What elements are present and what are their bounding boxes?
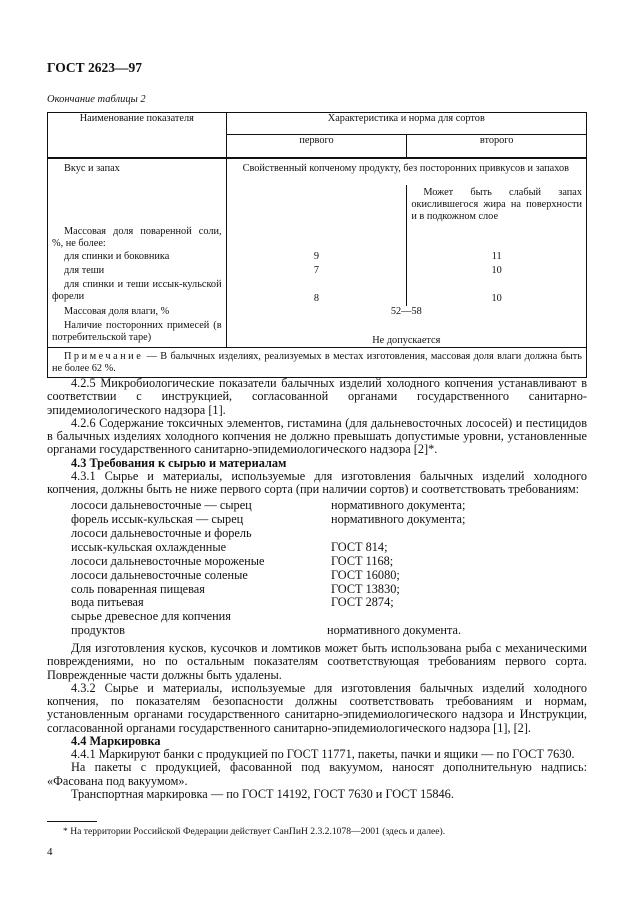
table-row: для спинки и боковника 9 11 <box>47 250 587 265</box>
paragraph-transport: Транспортная маркировка — по ГОСТ 14192,… <box>71 786 454 801</box>
page-number: 4 <box>47 846 53 858</box>
cell-first: 8 <box>226 278 408 306</box>
table-row: для спинки и теши иссык-кульской форели … <box>47 278 587 306</box>
cell-both: Свойственный копченому продукту, без пос… <box>242 162 569 174</box>
cell-second: 10 <box>491 293 502 305</box>
paragraph-4-2-5: 4.2.5 Микробиологические показатели балы… <box>47 376 587 417</box>
table-note: Примечание — В балычных изделиях, реализ… <box>47 347 587 378</box>
row-name: для спинки и теши иссык-кульской форели <box>47 278 227 306</box>
list-item: продуктов нормативного документа. <box>71 623 462 638</box>
cell-second-note: Может быть слабый запах окислившегося жи… <box>411 186 582 223</box>
cell-both: 52—58 <box>390 305 422 317</box>
col-header-first: первого <box>226 134 408 159</box>
row-name: для спинки и боковника <box>47 250 227 265</box>
note-label: Примечание <box>64 351 144 362</box>
list-item: соль поваренная пищевая ГОСТ 13830; <box>71 581 400 596</box>
section-heading-4-3: 4.3 Требования к сырью и материалам <box>71 455 287 470</box>
cell-first: 9 <box>226 250 408 265</box>
footnote: * На территории Российской Федерации дей… <box>63 826 446 837</box>
row-name: для теши <box>47 264 227 279</box>
quality-table: Наименование показателя Характеристика и… <box>47 112 587 378</box>
row-name: Наличие посторонних примесей (в потребит… <box>47 319 227 348</box>
document-header: ГОСТ 2623—97 <box>47 60 143 75</box>
paragraph-pieces: Для изготовления кусков, кусочков и ломт… <box>47 641 587 682</box>
cell-both: Не допускается <box>372 334 441 346</box>
document-body: 4.2.5 Микробиологические показатели балы… <box>47 376 587 801</box>
list-item: лососи дальневосточные соленые ГОСТ 16080… <box>71 567 400 582</box>
paragraph-4-3-2: 4.3.2 Сырье и материалы, используемые дл… <box>47 680 587 735</box>
table-row: Массовая доля влаги, % 52—58 <box>47 305 587 320</box>
table-caption: Окончание таблицы 2 <box>47 94 146 105</box>
list-item: вода питьевая ГОСТ 2874; <box>71 595 394 610</box>
cell-second: 11 <box>491 250 502 262</box>
paragraph-4-3-1: 4.3.1 Сырье и материалы, используемые дл… <box>47 468 587 496</box>
table-row: Вкус и запах Свойственный копченому прод… <box>47 157 587 185</box>
row-name: Массовая доля поваренной соли, %, не бол… <box>47 224 227 251</box>
list-item: лососи дальневосточные и форель <box>71 526 252 541</box>
list-item: лососи дальневосточные — сырец нормативно… <box>71 498 466 513</box>
row-name: Массовая доля влаги, % <box>47 305 227 320</box>
paragraph-4-4-1: 4.4.1 Маркируют банки с продукцией по ГО… <box>71 747 575 762</box>
table-row: Может быть слабый запах окислившегося жи… <box>47 184 587 225</box>
footnote-divider <box>47 821 97 822</box>
paragraph-vacuum: На пакеты с продукцией, фасованной под в… <box>47 760 587 788</box>
list-item: сырье древесное для копчения <box>71 609 231 624</box>
table-row: Массовая доля поваренной соли, %, не бол… <box>47 224 587 251</box>
paragraph-4-2-6: 4.2.6 Содержание токсичных элементов, ги… <box>47 415 587 457</box>
col-header-second: второго <box>406 134 587 159</box>
table-row: Наличие посторонних примесей (в потребит… <box>47 319 587 348</box>
col-header-group: Характеристика и норма для сортов <box>226 112 587 135</box>
list-item: иссык-кульская охлажденные ГОСТ 814; <box>71 539 388 554</box>
list-item: форель иссык-кульская — сырец нормативног… <box>71 512 466 527</box>
cell-second: 10 <box>491 264 502 276</box>
section-heading-4-4: 4.4 Маркировка <box>71 733 161 748</box>
list-item: лососи дальневосточные мороженые ГОСТ 116… <box>71 553 394 568</box>
row-name: Вкус и запах <box>47 157 227 185</box>
note-text: — В балычных изделиях, реализуемых в мес… <box>52 351 582 375</box>
col-header-name: Наименование показателя <box>47 112 227 159</box>
table-note-row: Примечание — В балычных изделиях, реализ… <box>47 347 587 378</box>
cell-first: 7 <box>226 264 408 279</box>
table-row: для теши 7 10 <box>47 264 587 279</box>
materials-list: лососи дальневосточные — сырец нормативно… <box>47 499 587 638</box>
